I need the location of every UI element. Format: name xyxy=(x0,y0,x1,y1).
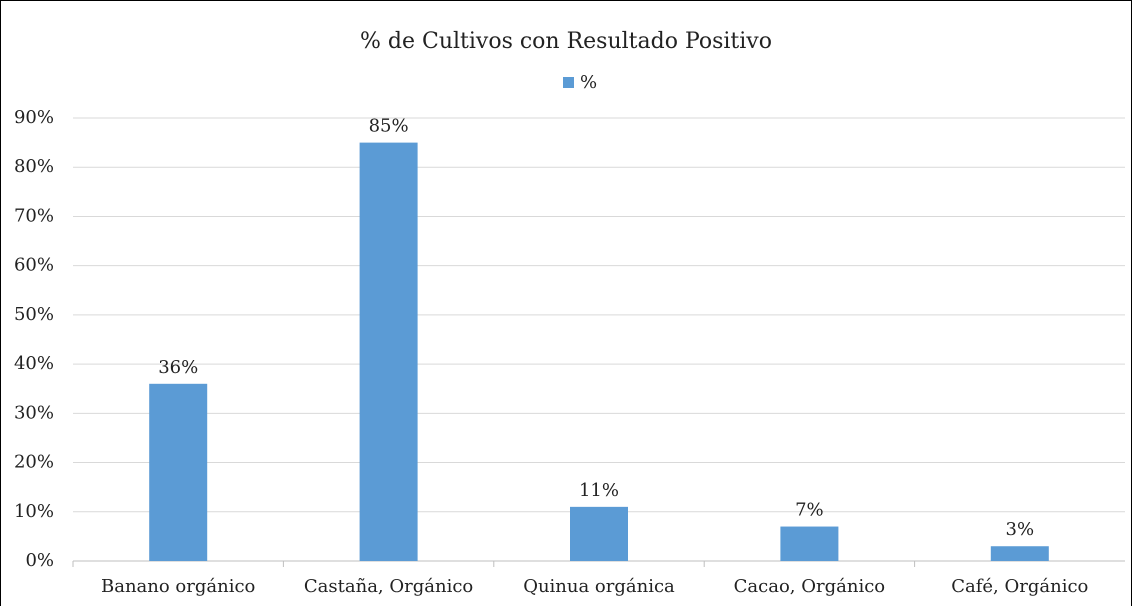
data-label: 85% xyxy=(369,116,409,137)
data-label: 36% xyxy=(158,357,198,378)
x-tick-label: Banano orgánico xyxy=(101,576,255,597)
y-tick-label: 0% xyxy=(25,550,54,571)
x-tick-label: Cacao, Orgánico xyxy=(734,576,885,597)
bar xyxy=(780,526,839,561)
y-tick-label: 30% xyxy=(14,402,54,423)
bar xyxy=(990,546,1049,561)
y-tick-label: 80% xyxy=(14,156,54,177)
y-tick-label: 60% xyxy=(14,255,54,276)
x-tick-label: Castaña, Orgánico xyxy=(304,576,473,597)
chart-title: % de Cultivos con Resultado Positivo xyxy=(360,29,772,54)
x-tick-label: Café, Orgánico xyxy=(951,576,1088,597)
data-label: 7% xyxy=(795,500,824,521)
y-tick-label: 40% xyxy=(14,353,54,374)
data-label: 11% xyxy=(579,480,619,501)
bar xyxy=(359,142,418,561)
y-tick-label: 90% xyxy=(14,107,54,128)
y-tick-label: 50% xyxy=(14,304,54,325)
y-tick-label: 10% xyxy=(14,501,54,522)
x-tick-label: Quinua orgánica xyxy=(523,576,675,597)
data-label: 3% xyxy=(1006,519,1035,540)
bar xyxy=(149,383,208,561)
legend-swatch xyxy=(563,77,574,88)
y-tick-label: 70% xyxy=(14,205,54,226)
bar xyxy=(570,506,628,561)
y-tick-label: 20% xyxy=(14,452,54,473)
legend-label: % xyxy=(580,72,597,93)
